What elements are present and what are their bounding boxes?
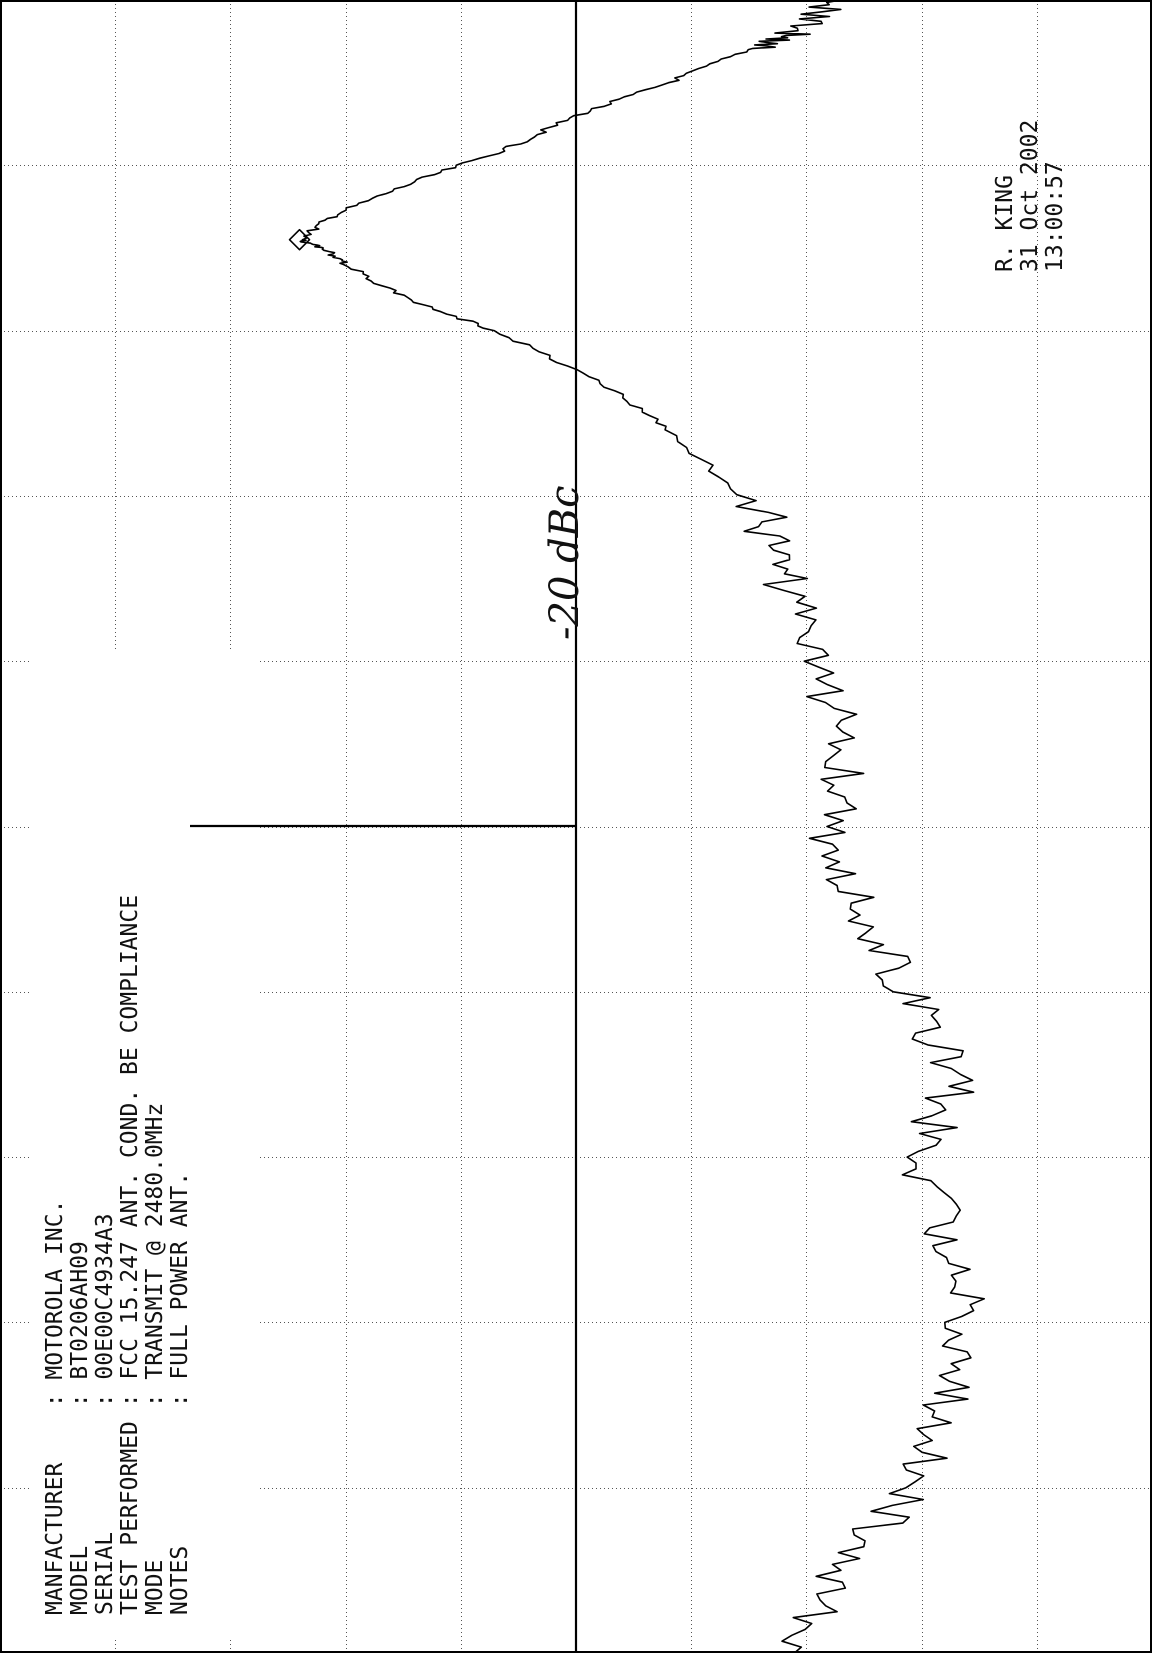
handwritten-annotation: -20 dBc — [542, 485, 588, 640]
peak-marker-diamond — [288, 228, 311, 251]
header-row-3: TEST PERFORMED : FCC 15.247 ANT. COND. B… — [117, 895, 143, 1615]
reference-layer — [190, 0, 578, 1653]
operator-name: R. KING — [992, 175, 1018, 272]
header-row-2: SERIAL : 00E00C4934A3 — [92, 1213, 118, 1615]
spectrum-trace — [299, 0, 985, 1653]
text-layer: MANFACTURER : MOTOROLA INC. MODEL : BT02… — [42, 120, 1068, 1615]
header-row-5: NOTES : FULL POWER ANT. — [167, 1172, 193, 1615]
test-date: 31 Oct 2002 — [1017, 120, 1043, 272]
test-time: 13:00:57 — [1042, 161, 1068, 272]
header-row-1: MODEL : BT0206AH09 — [67, 1241, 93, 1615]
header-row-4: MODE : TRANSMIT @ 2480.0MHz — [142, 1103, 168, 1615]
header-mask — [30, 650, 260, 1640]
trace-layer — [288, 0, 985, 1653]
header-row-0: MANFACTURER : MOTOROLA INC. — [42, 1200, 68, 1615]
